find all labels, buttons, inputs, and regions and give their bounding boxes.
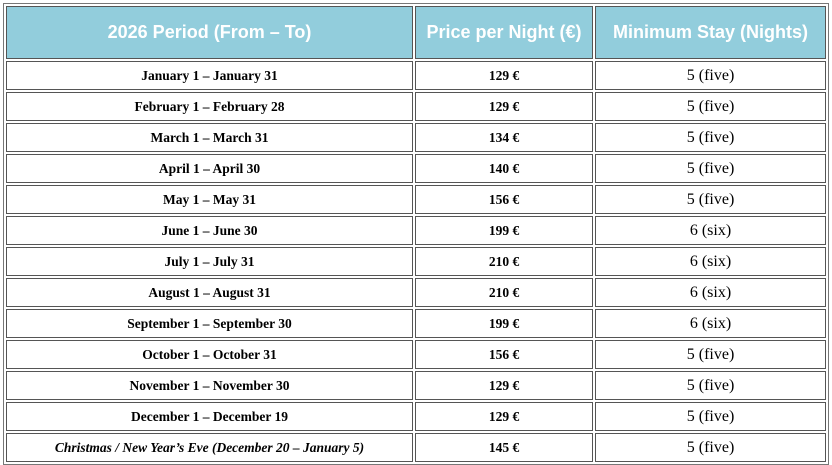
table-cell: 5 (five) <box>595 340 826 369</box>
table-cell: 140 € <box>415 154 593 183</box>
table-cell: 210 € <box>415 278 593 307</box>
header-row: 2026 Period (From – To) Price per Night (… <box>6 6 826 59</box>
table-cell: September 1 – September 30 <box>6 309 413 338</box>
table-row: April 1 – April 30 140 €5 (five) <box>6 154 826 183</box>
price-table: 2026 Period (From – To) Price per Night (… <box>3 3 829 465</box>
table-cell: 129 € <box>415 61 593 90</box>
table-row: November 1 – November 30 129 €5 (five) <box>6 371 826 400</box>
header-cell: Minimum Stay (Nights) <box>595 6 826 59</box>
table-cell: 5 (five) <box>595 154 826 183</box>
table-cell: June 1 – June 30 <box>6 216 413 245</box>
table-cell: 5 (five) <box>595 61 826 90</box>
table-cell: Christmas / New Year’s Eve (December 20 … <box>6 433 413 462</box>
table-row: August 1 – August 31 210 €6 (six) <box>6 278 826 307</box>
table-row: July 1 – July 31 210 €6 (six) <box>6 247 826 276</box>
table-cell: 199 € <box>415 309 593 338</box>
table-cell: November 1 – November 30 <box>6 371 413 400</box>
table-row: February 1 – February 28 129 €5 (five) <box>6 92 826 121</box>
table-cell: 5 (five) <box>595 433 826 462</box>
table-cell: August 1 – August 31 <box>6 278 413 307</box>
table-cell: May 1 – May 31 <box>6 185 413 214</box>
table-cell: 129 € <box>415 402 593 431</box>
table-row: December 1 – December 19 129 €5 (five) <box>6 402 826 431</box>
table-cell: 6 (six) <box>595 309 826 338</box>
table-cell: 134 € <box>415 123 593 152</box>
table-row: March 1 – March 31 134 €5 (five) <box>6 123 826 152</box>
table-body: January 1 – January 31 129 €5 (five) Febru… <box>6 61 826 462</box>
table-row: January 1 – January 31 129 €5 (five) <box>6 61 826 90</box>
table-cell: January 1 – January 31 <box>6 61 413 90</box>
table-cell: December 1 – December 19 <box>6 402 413 431</box>
table-cell: 6 (six) <box>595 216 826 245</box>
table-cell: March 1 – March 31 <box>6 123 413 152</box>
table-cell: 6 (six) <box>595 278 826 307</box>
table-cell: 5 (five) <box>595 92 826 121</box>
table-cell: 5 (five) <box>595 402 826 431</box>
table-cell: April 1 – April 30 <box>6 154 413 183</box>
table-cell: July 1 – July 31 <box>6 247 413 276</box>
table-row: May 1 – May 31 156 €5 (five) <box>6 185 826 214</box>
header-cell: Price per Night (€) <box>415 6 593 59</box>
table-cell: 129 € <box>415 92 593 121</box>
table-cell: 210 € <box>415 247 593 276</box>
table-row: June 1 – June 30 199 €6 (six) <box>6 216 826 245</box>
table-cell: 199 € <box>415 216 593 245</box>
table-row: September 1 – September 30 199 €6 (six) <box>6 309 826 338</box>
table-cell: 145 € <box>415 433 593 462</box>
table-cell: 5 (five) <box>595 371 826 400</box>
table-cell: February 1 – February 28 <box>6 92 413 121</box>
table-row: October 1 – October 31 156 €5 (five) <box>6 340 826 369</box>
page: 2026 Period (From – To) Price per Night (… <box>3 3 829 465</box>
header-cell: 2026 Period (From – To) <box>6 6 413 59</box>
table-cell: 5 (five) <box>595 185 826 214</box>
table-cell: 156 € <box>415 340 593 369</box>
table-cell: 129 € <box>415 371 593 400</box>
table-cell: October 1 – October 31 <box>6 340 413 369</box>
table-row: Christmas / New Year’s Eve (December 20 … <box>6 433 826 462</box>
table-cell: 6 (six) <box>595 247 826 276</box>
table-cell: 156 € <box>415 185 593 214</box>
table-cell: 5 (five) <box>595 123 826 152</box>
